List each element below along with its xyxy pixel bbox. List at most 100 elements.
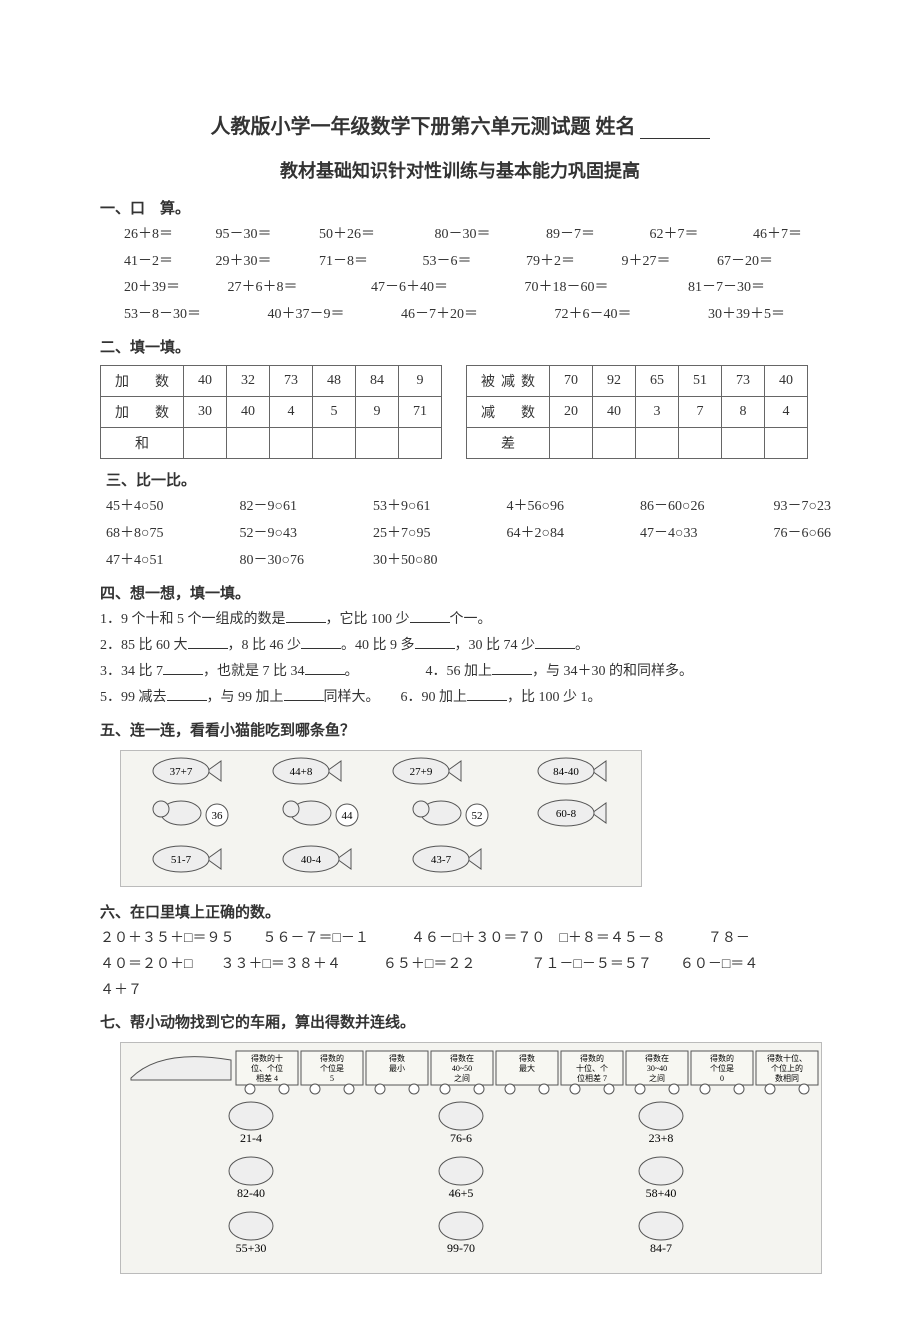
expr: 95－30＝ xyxy=(216,222,316,249)
animal-icon xyxy=(439,1157,483,1185)
animal-icon xyxy=(229,1102,273,1130)
blank[interactable] xyxy=(188,636,228,649)
car-label: 40~50 xyxy=(452,1064,472,1073)
cell[interactable] xyxy=(356,428,399,459)
cell: 4 xyxy=(765,397,808,428)
row-label: 被减数 xyxy=(467,366,550,397)
cell: 40 xyxy=(593,397,636,428)
animal-item: 82-40 xyxy=(229,1157,273,1200)
car-label: 得数 xyxy=(519,1053,535,1063)
expr: 41－2＝ xyxy=(124,249,212,276)
animal-expr: 21-4 xyxy=(240,1131,262,1145)
mental-row: 53－8－30＝ 40＋37－9＝ 46－7＋20＝ 72＋6－40＝ 30＋3… xyxy=(124,302,820,329)
expr: 86－60○26 xyxy=(640,494,770,521)
cell[interactable] xyxy=(679,428,722,459)
cell: 51 xyxy=(679,366,722,397)
car-label: 最大 xyxy=(519,1063,535,1073)
expr: 64＋2○84 xyxy=(507,521,637,548)
expr: 53－6＝ xyxy=(423,249,523,276)
expr: 67－20＝ xyxy=(717,249,773,276)
row-label: 差 xyxy=(467,428,550,459)
sec6-line: ４０＝２０＋□ ３３＋□＝３８＋４ ６５＋□＝２２ ７１－□－５＝５７ ６０－□… xyxy=(100,952,820,978)
blank[interactable] xyxy=(167,688,207,701)
animal-expr: 58+40 xyxy=(646,1186,677,1200)
fish-icon: 84-40 xyxy=(538,758,606,784)
cell[interactable] xyxy=(550,428,593,459)
blank[interactable] xyxy=(415,636,455,649)
cell[interactable] xyxy=(227,428,270,459)
wheel-icon xyxy=(474,1084,484,1094)
car-label: 个位是 xyxy=(710,1063,734,1073)
blank[interactable] xyxy=(286,610,326,623)
row-label: 加 数 xyxy=(101,366,184,397)
animal-item: 55+30 xyxy=(229,1212,273,1255)
txt: ，30 比 74 少 xyxy=(455,638,536,653)
cell: 73 xyxy=(722,366,765,397)
sec6-line: ２０＋３５＋□＝９５ ５６－７＝□－１ ４６－□＋３０＝７０ □＋８＝４５－８ … xyxy=(100,926,820,952)
section-7-head: 七、帮小动物找到它的车厢，算出得数并连线。 xyxy=(100,1011,820,1032)
blank[interactable] xyxy=(535,636,575,649)
txt: 4．56 加上 xyxy=(426,664,493,679)
expr: 4＋56○96 xyxy=(507,494,637,521)
blank[interactable] xyxy=(305,662,345,675)
car-label: 数相同 xyxy=(775,1073,799,1083)
svg-text:36: 36 xyxy=(212,810,224,822)
cell: 30 xyxy=(184,397,227,428)
blank[interactable] xyxy=(492,662,532,675)
car-label: 得数的 xyxy=(710,1053,734,1063)
train-diagram: 得数的十位、个位相差 4得数的个位是5得数最小得数在40~50之间得数最大得数的… xyxy=(120,1042,822,1274)
blank[interactable] xyxy=(163,662,203,675)
wheel-icon xyxy=(344,1084,354,1094)
table-row: 差 xyxy=(467,428,808,459)
cell: 9 xyxy=(399,366,442,397)
name-blank[interactable] xyxy=(640,138,710,139)
expr: 26＋8＝ xyxy=(124,222,212,249)
fish-icon: 37+7 xyxy=(153,758,221,784)
cell: 73 xyxy=(270,366,313,397)
cell: 84 xyxy=(356,366,399,397)
expr: 76－6○66 xyxy=(774,521,831,548)
blank[interactable] xyxy=(467,688,507,701)
wheel-icon xyxy=(310,1084,320,1094)
blank[interactable] xyxy=(410,610,450,623)
cell[interactable] xyxy=(722,428,765,459)
expr: 30＋50○80 xyxy=(373,548,437,575)
txt: 同样大。 xyxy=(324,690,380,705)
subtitle: 教材基础知识针对性训练与基本能力巩固提高 xyxy=(100,157,820,183)
table-row: 加 数304045971 xyxy=(101,397,442,428)
think-line: 5．99 减去，与 99 加上同样大。 6．90 加上，比 100 少 1。 xyxy=(100,685,820,711)
wheel-icon xyxy=(669,1084,679,1094)
cell: 40 xyxy=(765,366,808,397)
svg-text:40-4: 40-4 xyxy=(301,854,322,866)
wheel-icon xyxy=(570,1084,580,1094)
car-label: 位、个位 xyxy=(251,1063,283,1073)
txt: ，与 99 加上 xyxy=(207,690,284,705)
cell[interactable] xyxy=(593,428,636,459)
cell[interactable] xyxy=(636,428,679,459)
cell[interactable] xyxy=(184,428,227,459)
cat-icon: 44 xyxy=(283,801,358,826)
title-text: 人教版小学一年级数学下册第六单元测试题 姓名 xyxy=(211,116,636,138)
animal-expr: 82-40 xyxy=(237,1186,265,1200)
cell: 4 xyxy=(270,397,313,428)
sec6-line: ４＋７ xyxy=(100,978,820,1004)
row-label: 加 数 xyxy=(101,397,184,428)
table-row: 和 xyxy=(101,428,442,459)
cell[interactable] xyxy=(313,428,356,459)
section-3-head: 三、比一比。 xyxy=(100,469,820,490)
think-line: 3．34 比 7，也就是 7 比 34。 4．56 加上，与 34＋30 的和同… xyxy=(100,659,820,685)
cell[interactable] xyxy=(765,428,808,459)
section-5-head: 五、连一连，看看小猫能吃到哪条鱼？ xyxy=(100,719,820,740)
blank[interactable] xyxy=(301,636,341,649)
txt: ，与 34＋30 的和同样多。 xyxy=(532,664,693,679)
subtraction-table: 被减数709265517340减 数20403784差 xyxy=(466,365,808,459)
svg-text:27+9: 27+9 xyxy=(410,766,433,778)
txt: 6．90 加上 xyxy=(401,690,468,705)
animal-icon xyxy=(639,1102,683,1130)
cell[interactable] xyxy=(270,428,313,459)
blank[interactable] xyxy=(284,688,324,701)
animal-icon xyxy=(439,1212,483,1240)
cell[interactable] xyxy=(399,428,442,459)
txt: 1．9 个十和 5 个一组成的数是 xyxy=(100,612,286,627)
animal-item: 21-4 xyxy=(229,1102,273,1145)
